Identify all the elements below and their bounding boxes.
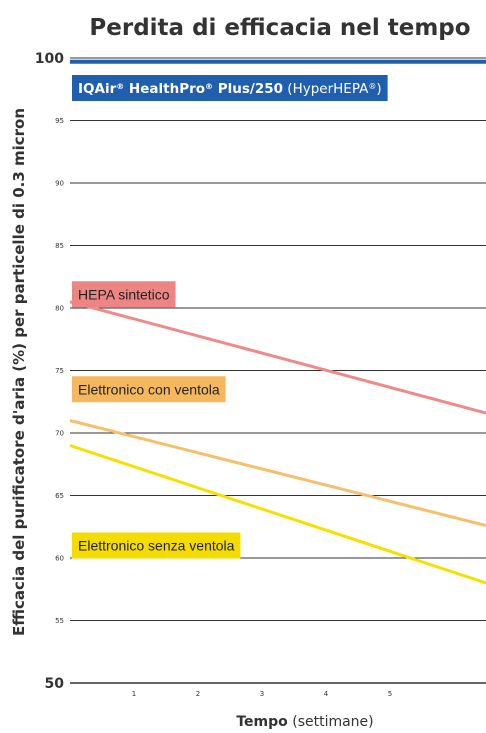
series-labels: IQAir® HealthPro® Plus/250 (HyperHEPA®)H… (72, 75, 388, 559)
series-line-hepa (69, 300, 486, 415)
x-axis-label-main: Tempo (236, 714, 288, 730)
series-label-part: ) (376, 81, 381, 97)
series-line-elettronico-senza (69, 444, 486, 585)
series-label-text: IQAir® HealthPro® Plus/250 (HyperHEPA®) (78, 81, 382, 97)
x-tick-label: 2 (196, 690, 200, 698)
y-tick-label: 80 (55, 305, 64, 313)
series-label-part: HealthPro (124, 81, 205, 97)
series-label-text: Elettronico con ventola (78, 381, 220, 397)
series-label-part: (HyperHEPA (283, 81, 369, 97)
x-tick-label: 1 (132, 690, 136, 698)
x-tick-label: 5 (388, 690, 392, 698)
tick-labels: 50 55 60 65 70 75 80 85 90 95 100 1 2 3 4 5 (35, 51, 392, 698)
y-tick-label: 85 (55, 242, 64, 250)
y-tick-label: 70 (55, 430, 64, 438)
series-label-part: Plus/250 (213, 81, 283, 97)
series-label-text: Elettronico senza ventola (78, 538, 235, 554)
series-label-elettronico-senza: Elettronico senza ventola (72, 532, 241, 559)
y-tick-label: 55 (55, 617, 64, 625)
x-tick-label: 3 (260, 690, 264, 698)
series-lines (69, 59, 486, 585)
series-label-part: ® (368, 82, 376, 91)
y-tick-label: 100 (35, 51, 64, 67)
series-label-box (72, 75, 388, 101)
x-tick-label: 4 (324, 690, 329, 698)
series-label-hepa: HEPA sintetico (72, 281, 176, 308)
series-label-elettronico-con: Elettronico con ventola (72, 376, 226, 403)
grid (70, 57, 486, 684)
chart-title: Perdita di efficacia nel tempo (89, 15, 470, 41)
y-tick-label: 90 (55, 180, 64, 188)
x-axis-label-unit: (settimane) (288, 714, 374, 730)
x-axis-label: Tempo (settimane) (236, 714, 373, 730)
y-tick-label: 60 (55, 555, 64, 563)
y-axis-label: Efficacia del purificatore d'aria (%) pe… (10, 108, 28, 636)
series-label-part: ® (205, 82, 213, 91)
series-line-elettronico-con (69, 419, 486, 527)
series-label-box (72, 281, 176, 308)
series-label-iqair: IQAir® HealthPro® Plus/250 (HyperHEPA®) (72, 75, 388, 101)
series-label-box (72, 376, 226, 403)
y-tick-label: 50 (45, 676, 65, 692)
series-label-text: HEPA sintetico (78, 286, 170, 302)
y-tick-label: 75 (55, 367, 64, 375)
series-label-part: ® (116, 82, 124, 91)
series-label-part: IQAir (78, 81, 117, 97)
y-tick-label: 95 (55, 117, 64, 125)
series-label-box (72, 532, 241, 559)
y-tick-label: 65 (55, 492, 64, 500)
